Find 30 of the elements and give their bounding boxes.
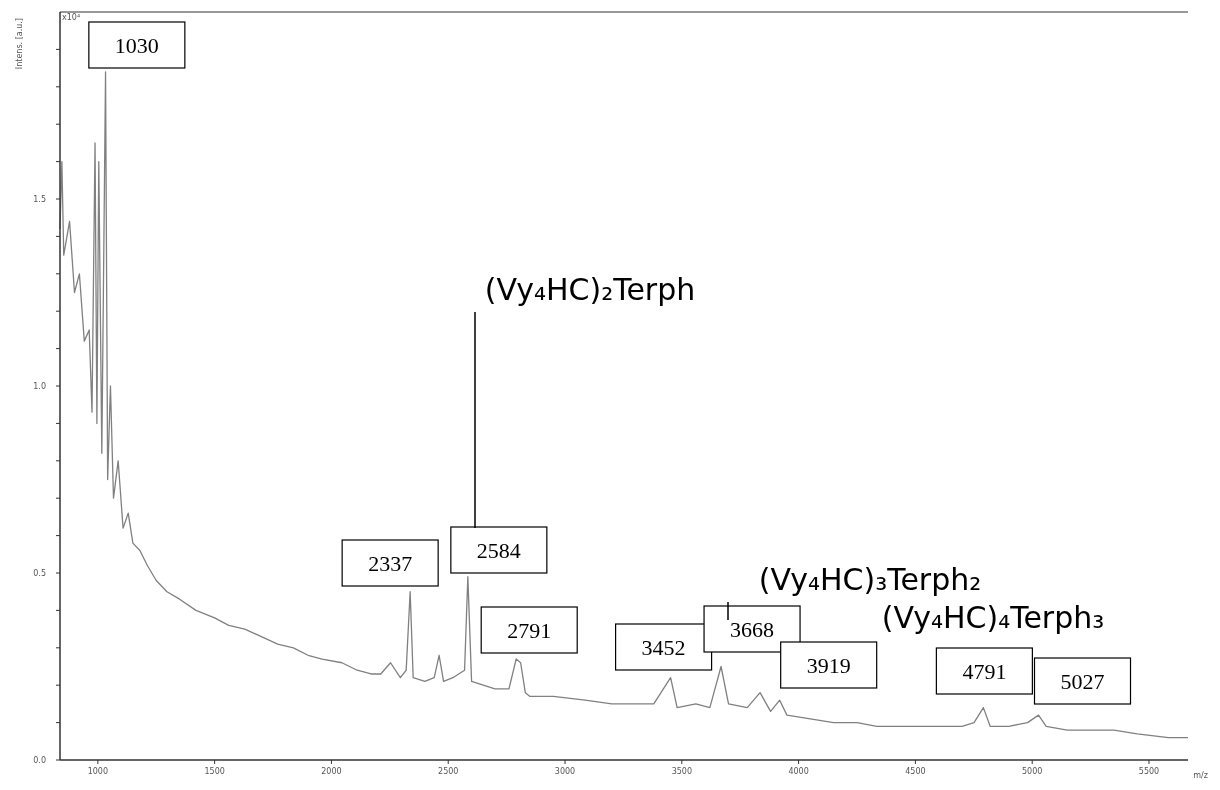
annotation: 2791 — [507, 618, 552, 643]
line-series — [59, 71, 1189, 739]
annotation: 2337 — [368, 551, 413, 576]
x-tick-label: 4500 — [905, 767, 926, 776]
annotation: (Vy₄HC)₂Terph — [484, 272, 696, 307]
annotation: 5027 — [1060, 669, 1105, 694]
y-axis-title: Intens. [a.u.] — [15, 18, 24, 70]
x-tick-label: 4000 — [788, 767, 809, 776]
x-tick-label: 2500 — [438, 767, 459, 776]
annotation: 3452 — [641, 635, 686, 660]
y-tick-label: 1.5 — [33, 194, 46, 204]
y-tick-label: 0.5 — [33, 568, 46, 578]
y-tick-label: 1.0 — [33, 381, 46, 391]
x-tick-label: 1500 — [204, 767, 225, 776]
x-tick-label: 1000 — [87, 767, 109, 776]
x-tick-label: 3500 — [671, 767, 692, 776]
annotation: x10⁴ — [62, 13, 81, 22]
annotation: 2584 — [476, 538, 521, 563]
x-tick-label: 5500 — [1138, 767, 1160, 776]
annotation: 1030 — [114, 33, 159, 58]
x-tick-label: 2000 — [321, 767, 342, 776]
x-axis-title: m/z — [1193, 771, 1208, 780]
annotation: 4791 — [962, 659, 1007, 684]
x-tick-label: 3000 — [554, 767, 576, 776]
annotation: 3668 — [730, 617, 775, 642]
annotation: 3919 — [806, 653, 851, 678]
x-tick-label: 5000 — [1022, 767, 1043, 776]
y-tick-label: 0.0 — [33, 755, 46, 765]
annotation: (Vy₄HC)₄Terph₃ — [881, 600, 1105, 635]
annotation: (Vy₄HC)₃Terph₂ — [758, 562, 982, 597]
